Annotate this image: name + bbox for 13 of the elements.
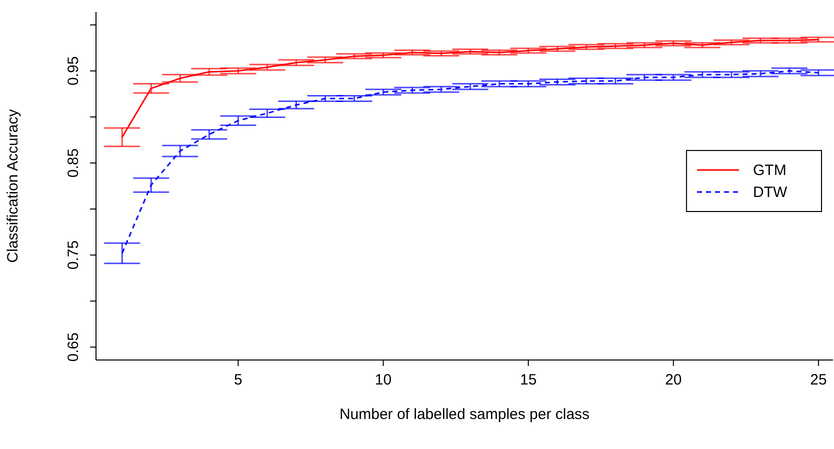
- x-tick-label: 25: [810, 372, 827, 389]
- x-tick-label: 15: [520, 372, 537, 389]
- x-axis-title: Number of labelled samples per class: [339, 406, 590, 423]
- y-tick-label: 0.85: [65, 148, 82, 178]
- legend-label: DTW: [753, 184, 788, 200]
- y-tick-label: 0.65: [65, 332, 82, 362]
- y-tick-label: 0.75: [65, 240, 82, 270]
- legend-label: GTM: [753, 162, 786, 178]
- x-tick-label: 20: [665, 372, 682, 389]
- y-axis-title: Classification Accuracy: [4, 108, 22, 263]
- x-tick-label: 10: [374, 372, 392, 389]
- y-tick-label: 0.95: [65, 56, 82, 86]
- x-tick-label: 5: [234, 372, 242, 389]
